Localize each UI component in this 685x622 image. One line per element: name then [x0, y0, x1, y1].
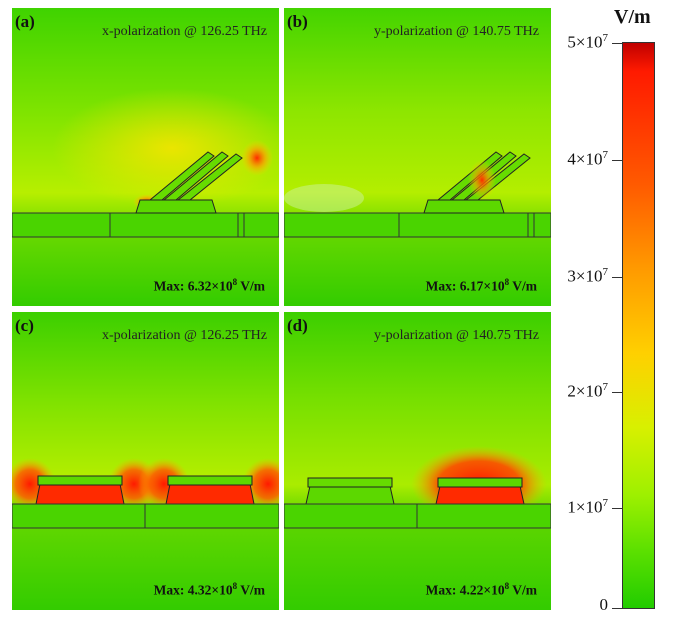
colorbar-tick: 2×107 [567, 381, 608, 401]
max-field-label: Max: 6.32×108 V/m [153, 276, 265, 294]
field-map-a [12, 8, 279, 306]
colorbar-tick-mark [612, 277, 622, 278]
colorbar-tick-mark [612, 508, 622, 509]
field-map-b [284, 8, 551, 306]
panel-label: (d) [287, 316, 308, 335]
colorbar [622, 42, 655, 609]
colorbar-tick-mark [612, 43, 622, 44]
max-field-label: Max: 4.22×108 V/m [425, 580, 537, 598]
polarization-label: y-polarization @ 140.75 THz [373, 24, 539, 39]
colorbar-unit: V/m [614, 6, 651, 28]
polarization-label: x-polarization @ 126.25 THz [101, 24, 267, 39]
max-field-label: Max: 4.32×108 V/m [153, 580, 265, 598]
panel-d: (d) y-polarization @ 140.75 THz Max: 4.2… [284, 312, 551, 610]
field-map-d [284, 312, 551, 610]
polarization-label: x-polarization @ 126.25 THz [101, 328, 267, 343]
panel-label: (a) [15, 12, 35, 31]
max-field-label: Max: 6.17×108 V/m [425, 276, 537, 294]
colorbar-tick-mark [612, 160, 622, 161]
panel-a: (a) x-polarization @ 126.25 THz Max: 6.3… [12, 8, 279, 306]
colorbar-tick-mark [612, 392, 622, 393]
colorbar-tick-mark [612, 608, 622, 609]
colorbar-tick: 4×107 [567, 149, 608, 169]
colorbar-tick: 0 [599, 595, 609, 614]
colorbar-tick: 3×107 [567, 266, 608, 286]
panel-label: (b) [287, 12, 308, 31]
colorbar-tick: 5×107 [567, 32, 608, 52]
panel-label: (c) [15, 316, 34, 335]
panel-c: (c) x-polarization @ 126.25 THz Max: 4.3… [12, 312, 279, 610]
field-map-c [12, 312, 279, 610]
polarization-label: y-polarization @ 140.75 THz [373, 328, 539, 343]
panel-b: (b) y-polarization @ 140.75 THz Max: 6.1… [284, 8, 551, 306]
colorbar-tick: 1×107 [567, 497, 608, 517]
